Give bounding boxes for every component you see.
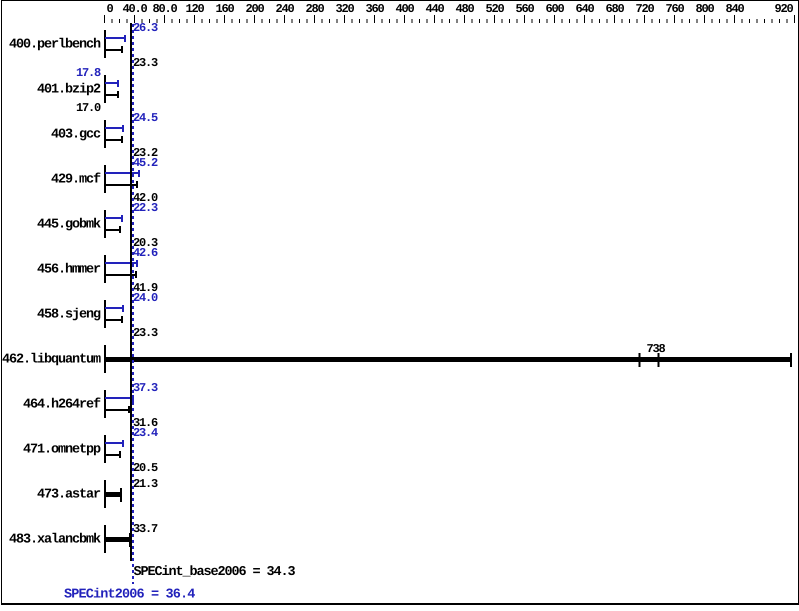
svg-text:17.0: 17.0: [76, 101, 101, 115]
svg-text:840: 840: [726, 2, 745, 16]
svg-text:37.3: 37.3: [133, 381, 158, 395]
svg-text:440: 440: [426, 2, 445, 16]
svg-text:17.8: 17.8: [76, 66, 101, 80]
svg-text:23.3: 23.3: [133, 326, 158, 340]
svg-text:600: 600: [546, 2, 565, 16]
svg-text:23.3: 23.3: [133, 56, 158, 70]
svg-text:20.5: 20.5: [133, 461, 158, 475]
svg-text:471.omnetpp: 471.omnetpp: [23, 443, 101, 458]
svg-text:520: 520: [486, 2, 505, 16]
svg-text:31.6: 31.6: [133, 416, 158, 430]
svg-text:20.3: 20.3: [133, 236, 158, 250]
svg-text:720: 720: [636, 2, 655, 16]
svg-text:462.libquantum: 462.libquantum: [2, 353, 101, 368]
svg-text:458.sjeng: 458.sjeng: [37, 308, 101, 323]
svg-text:456.hmmer: 456.hmmer: [37, 263, 101, 278]
svg-text:560: 560: [516, 2, 535, 16]
svg-text:200: 200: [246, 2, 265, 16]
svg-text:738: 738: [647, 342, 666, 356]
svg-text:42.0: 42.0: [133, 191, 158, 205]
svg-text:429.mcf: 429.mcf: [51, 173, 101, 188]
svg-text:80.0: 80.0: [153, 2, 178, 16]
svg-text:160: 160: [216, 2, 235, 16]
svg-text:22.3: 22.3: [133, 201, 158, 215]
svg-text:41.9: 41.9: [133, 281, 158, 295]
svg-text:400.perlbench: 400.perlbench: [9, 38, 101, 53]
svg-text:23.2: 23.2: [133, 146, 158, 160]
svg-text:45.2: 45.2: [133, 156, 158, 170]
svg-text:21.3: 21.3: [133, 477, 158, 491]
svg-text:42.6: 42.6: [133, 246, 158, 260]
svg-text:SPECint2006 = 36.4: SPECint2006 = 36.4: [64, 588, 195, 603]
svg-text:400: 400: [396, 2, 415, 16]
svg-text:401.bzip2: 401.bzip2: [37, 83, 101, 98]
svg-text:24.0: 24.0: [133, 291, 158, 305]
svg-text:640: 640: [576, 2, 595, 16]
svg-text:26.3: 26.3: [133, 21, 158, 35]
svg-text:403.gcc: 403.gcc: [51, 128, 101, 143]
svg-text:24.5: 24.5: [133, 111, 158, 125]
svg-text:760: 760: [666, 2, 685, 16]
svg-text:483.xalancbmk: 483.xalancbmk: [9, 533, 101, 548]
svg-text:445.gobmk: 445.gobmk: [37, 218, 101, 233]
svg-text:40.0: 40.0: [123, 2, 148, 16]
svg-text:360: 360: [366, 2, 385, 16]
svg-text:120: 120: [186, 2, 205, 16]
svg-text:800: 800: [696, 2, 715, 16]
svg-text:320: 320: [336, 2, 355, 16]
svg-text:680: 680: [606, 2, 625, 16]
svg-text:280: 280: [306, 2, 325, 16]
svg-text:33.7: 33.7: [133, 522, 158, 536]
svg-text:920: 920: [775, 2, 794, 16]
svg-text:473.astar: 473.astar: [37, 488, 101, 503]
svg-text:0: 0: [107, 2, 114, 16]
svg-text:23.4: 23.4: [133, 426, 158, 440]
svg-text:240: 240: [276, 2, 295, 16]
svg-text:SPECint_base2006 = 34.3: SPECint_base2006 = 34.3: [134, 565, 296, 580]
svg-text:464.h264ref: 464.h264ref: [23, 398, 101, 413]
svg-text:480: 480: [456, 2, 475, 16]
